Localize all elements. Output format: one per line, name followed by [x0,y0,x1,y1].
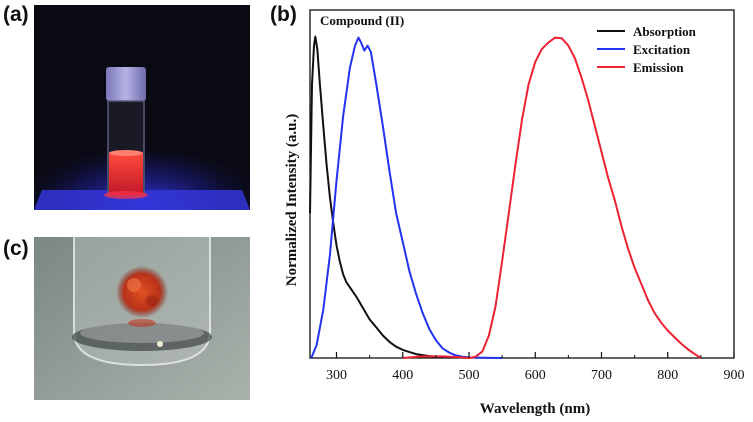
x-tick-label: 300 [326,368,347,383]
x-tick-label: 800 [657,368,678,383]
series-line-emission [402,36,702,359]
panel-label-a: (a) [3,3,29,26]
crystal-vial-photo [34,237,250,400]
vial-uv-photo [34,5,250,210]
x-tick-label: 500 [459,368,480,383]
panel-label-c: (c) [3,237,29,260]
legend-label-emission: Emission [633,60,684,75]
series-line-excitation [310,36,503,359]
panel-label-b: (b) [270,3,297,26]
legend: Absorption Excitation Emission [597,24,697,75]
x-tick-label: 400 [392,368,413,383]
chart-title: Compound (II) [320,13,404,28]
y-axis-label: Normalized Intensity (a.u.) [284,114,300,287]
series-line-absorption [309,35,470,359]
spectra-chart: 300 400 500 600 700 800 900 Compound (II) Wave… [284,9,745,417]
legend-label-excitation: Excitation [633,42,691,57]
x-axis-label: Wavelength (nm) [480,401,590,417]
legend-label-absorption: Absorption [633,24,697,39]
x-tick-label: 600 [525,368,546,383]
x-tick-label: 900 [724,368,745,383]
x-tick-label: 700 [591,368,612,383]
